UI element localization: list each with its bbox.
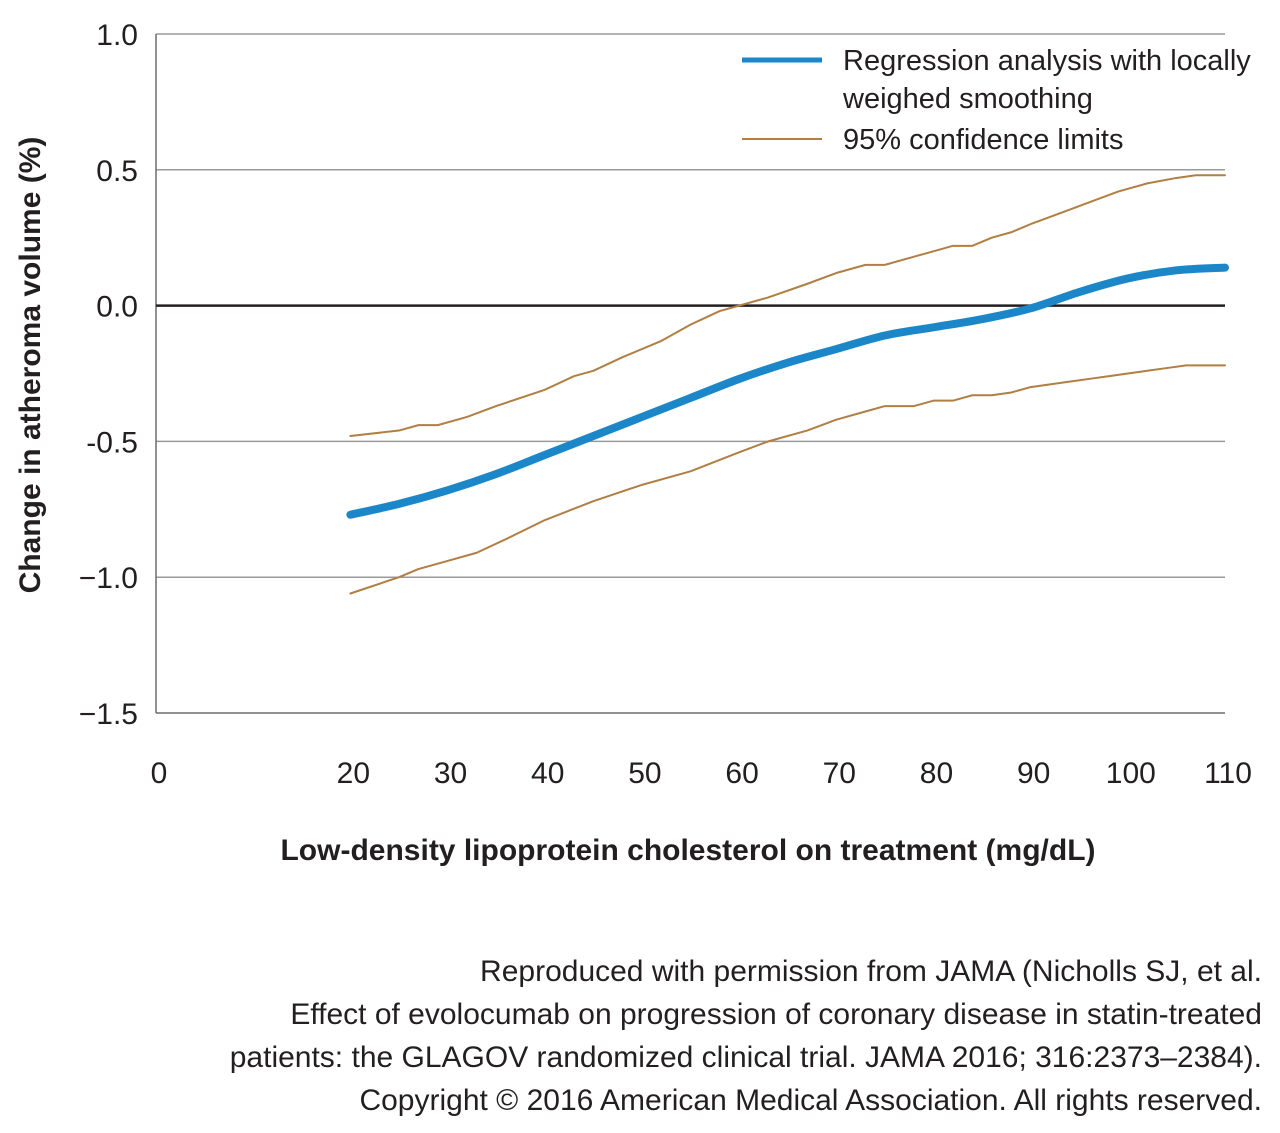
y-tick-label: 1.0 [96,19,138,52]
x-tick-label: 110 [1204,757,1252,790]
credit-line: Effect of evolocumab on progression of c… [290,998,1262,1031]
x-tick-label: 0 [151,757,168,790]
x-tick-label: 50 [628,757,661,790]
credit-line: patients: the GLAGOV randomized clinical… [229,1041,1262,1074]
legend-label: 95% confidence limits [843,124,1123,156]
x-tick-label: 100 [1106,757,1156,790]
chart: 1.0 0.5 0.0 -0.5 −1.0 −1.5 0 20 30 40 50 60 70 80 90 10… [14,19,1252,867]
credit-line: Reproduced with permission from JAMA (Ni… [480,955,1262,988]
x-tick-label: 40 [531,757,564,790]
series-line-upper-confidence [349,174,1226,437]
x-axis-label: Low-density lipoprotein cholesterol on t… [280,834,1095,867]
x-tick-label: 30 [434,757,467,790]
y-tick-label: −1.5 [79,698,138,731]
legend-label: Regression analysis with locally [843,45,1251,77]
series-line-lower-confidence [349,364,1226,595]
y-tick-label: −1.0 [79,562,138,595]
x-tick-label: 20 [337,757,370,790]
legend: Regression analysis with locally weighed … [742,45,1251,156]
y-tick-label: 0.0 [96,291,138,324]
series-line-regression [346,263,1229,519]
tick-labels: 1.0 0.5 0.0 -0.5 −1.0 −1.5 0 20 30 40 50 60 70 80 90 10… [79,19,1252,790]
x-tick-label: 70 [823,757,856,790]
x-tick-label: 60 [725,757,758,790]
copyright-credit: Reproduced with permission from JAMA (Ni… [62,950,1262,1122]
series-group [346,174,1229,595]
y-axis-label: Change in atheroma volume (%) [14,137,47,594]
y-tick-label: -0.5 [86,426,138,459]
credit-line: Copyright © 2016 American Medical Associ… [359,1084,1262,1117]
x-tick-label: 80 [920,757,953,790]
x-tick-label: 90 [1017,757,1050,790]
gridlines [156,33,1225,578]
y-tick-label: 0.5 [96,155,138,188]
legend-label: weighed smoothing [842,83,1093,115]
